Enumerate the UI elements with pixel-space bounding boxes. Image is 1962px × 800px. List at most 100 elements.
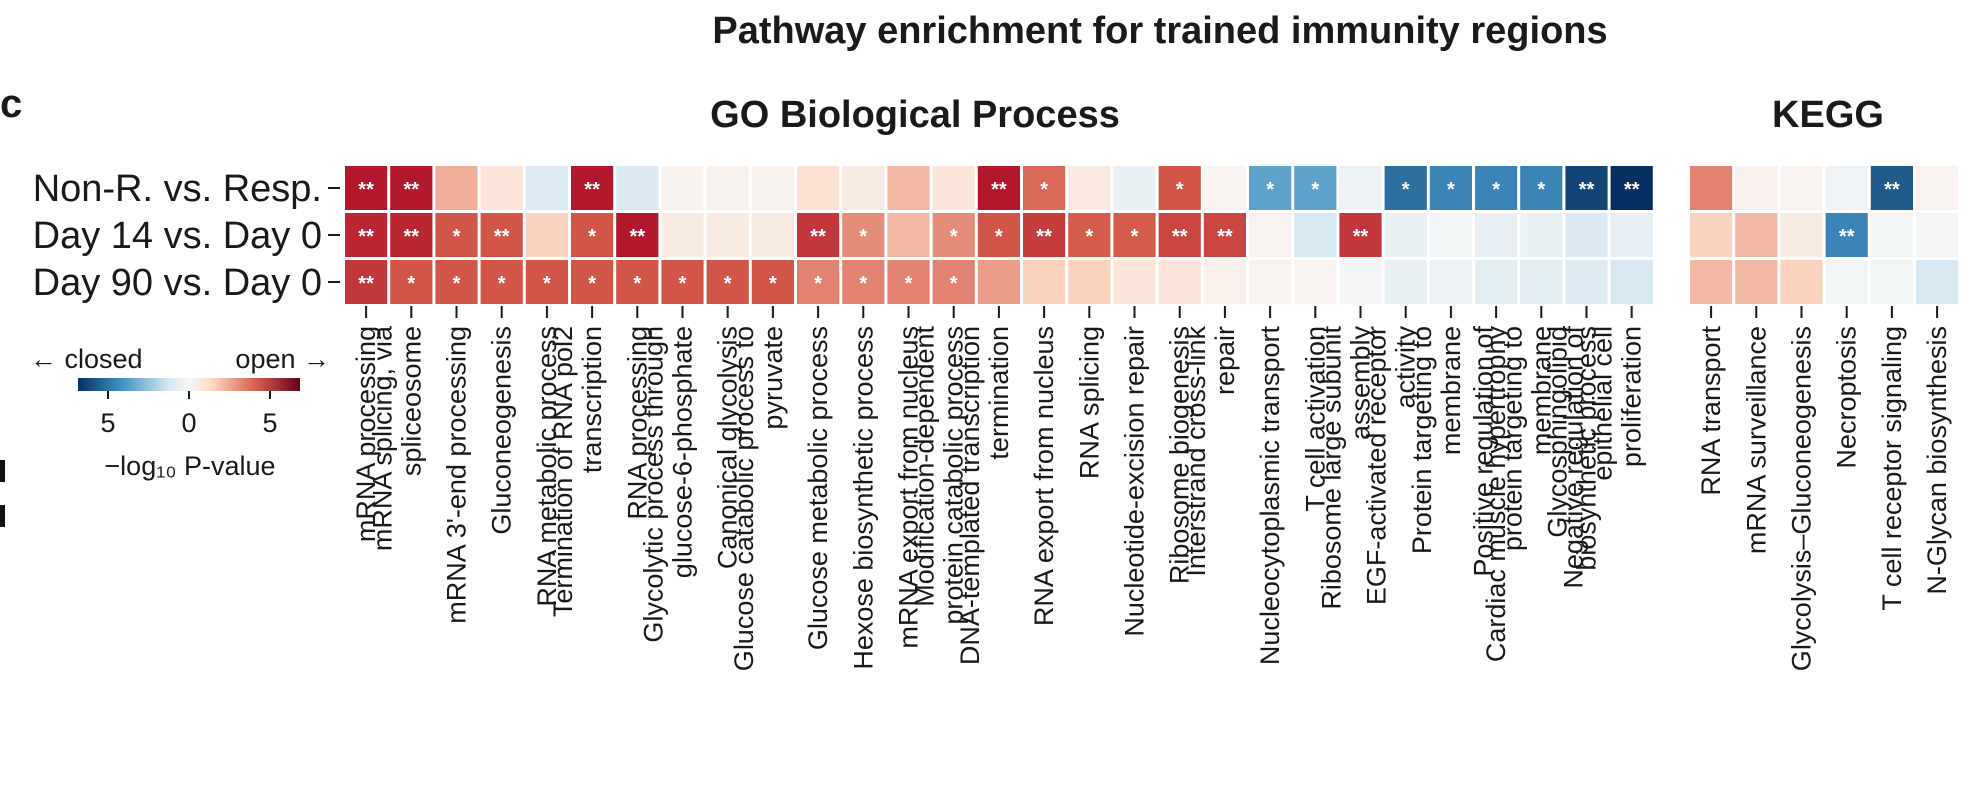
column-label: Interstrand cross-linkrepair [1181,326,1240,577]
heatmap-cell [1384,166,1427,210]
heatmap-cell [751,213,794,257]
heatmap-cell [1294,166,1337,210]
heatmap-cell [1520,213,1563,257]
heatmap-cell [1565,260,1608,304]
row-label: Day 14 vs. Day 0 [33,215,322,257]
heatmap-cell [1384,213,1427,257]
significance-marker: * [859,226,867,248]
significance-marker: ** [404,179,420,201]
significance-marker: ** [991,179,1007,201]
heatmap-cell [1339,260,1382,304]
heatmap-cell [480,166,523,210]
heatmap-cell [480,260,523,304]
heatmap-cell [1023,260,1066,304]
heatmap-cell [1870,260,1913,304]
heatmap-cell [480,213,523,257]
heatmap-cell [345,260,388,304]
significance-marker: * [1040,179,1048,201]
column-label: Glycolysis–Gluconeogenesis [1787,326,1817,671]
column-label: RNA export from nucleus [1029,326,1059,626]
heatmap-cell [616,260,659,304]
column-label: RNA processing [622,326,652,520]
heatmap-cell [1294,213,1337,257]
heatmap-cell [1825,166,1868,210]
heatmap-cell [1158,260,1201,304]
colorbar-label: −log₁₀ P-value [104,451,275,481]
heatmap-cell [1429,166,1472,210]
column-label: RNA splicing [1074,326,1104,479]
heatmap-cell [525,260,568,304]
significance-marker: * [995,226,1003,248]
heatmap-cell [1735,166,1778,210]
chart-title: Pathway enrichment for trained immunity … [712,10,1607,52]
heatmap-cell [1780,166,1823,210]
heatmap-cell [1249,213,1292,257]
heatmap-cell [1735,260,1778,304]
column-label: Glucose catabolic process topyruvate [729,326,788,671]
column-label: Cardiac muscle hypertrophy [1481,326,1511,663]
heatmap-cell [751,260,794,304]
heatmap-cell [571,213,614,257]
column-label: Canonical glycolysis [713,326,743,569]
heatmap-cell [345,213,388,257]
significance-marker: ** [1624,179,1640,201]
heatmap-cell [571,260,614,304]
heatmap-cell [706,260,749,304]
heatmap-cell [1339,166,1382,210]
significance-marker: ** [358,273,374,295]
significance-marker: * [453,226,461,248]
significance-marker: ** [1839,226,1855,248]
colorbar-left-label: ← closed [30,344,143,374]
column-label: N-Glycan biosynthesis [1922,326,1952,595]
column-label: Nucleocytoplasmic transport [1255,326,1285,666]
heatmap-cell [842,166,885,210]
heatmap-cell [1780,213,1823,257]
column-label: RNA metabolic process [532,326,562,607]
column-label: mRNA processing [351,326,381,542]
heatmap-cell [525,166,568,210]
heatmap-cell [616,166,659,210]
significance-marker: * [1131,226,1139,248]
column-label: Positive regulation ofprotein targeting … [1468,326,1556,577]
column-label: Necroptosis [1832,326,1862,469]
significance-marker: ** [1579,179,1595,201]
significance-marker: * [633,273,641,295]
significance-marker: * [1085,226,1093,248]
significance-marker: ** [1217,226,1233,248]
heatmap-cell [932,260,975,304]
heatmap-cell [1565,213,1608,257]
heatmap-cell [1565,166,1608,210]
column-label: mRNA splicing, viaspliceosome [367,325,426,551]
heatmap-cell [435,260,478,304]
heatmap-cell [435,213,478,257]
column-label: Glycolytic process throughglucose-6-phos… [639,326,698,643]
significance-marker: * [588,226,596,248]
heatmap-cell [1203,213,1246,257]
heatmap-cell [797,260,840,304]
heatmap-cell [977,213,1020,257]
heatmap-cell [932,166,975,210]
row-label: Day 90 vs. Day 0 [33,262,322,304]
group-title-go: GO Biological Process [710,94,1120,136]
group-title-kegg: KEGG [1772,94,1884,136]
heatmap-cell [1113,166,1156,210]
column-label: T cell activation [1300,326,1330,512]
heatmap-cell [706,213,749,257]
heatmap-cell [1023,166,1066,210]
significance-marker: * [498,273,506,295]
significance-marker: ** [494,226,510,248]
heatmap-cell [1610,213,1653,257]
significance-marker: ** [1172,226,1188,248]
significance-marker: * [588,273,596,295]
significance-marker: * [950,273,958,295]
significance-marker: * [543,273,551,295]
significance-marker: ** [584,179,600,201]
heatmap-cell [1429,260,1472,304]
significance-marker: ** [358,226,374,248]
column-label: mRNA export from nucleus [894,326,924,649]
heatmap-cell [842,260,885,304]
heatmap-cell [1870,213,1913,257]
colorbar-gradient [78,378,300,391]
heatmap-cell [797,213,840,257]
